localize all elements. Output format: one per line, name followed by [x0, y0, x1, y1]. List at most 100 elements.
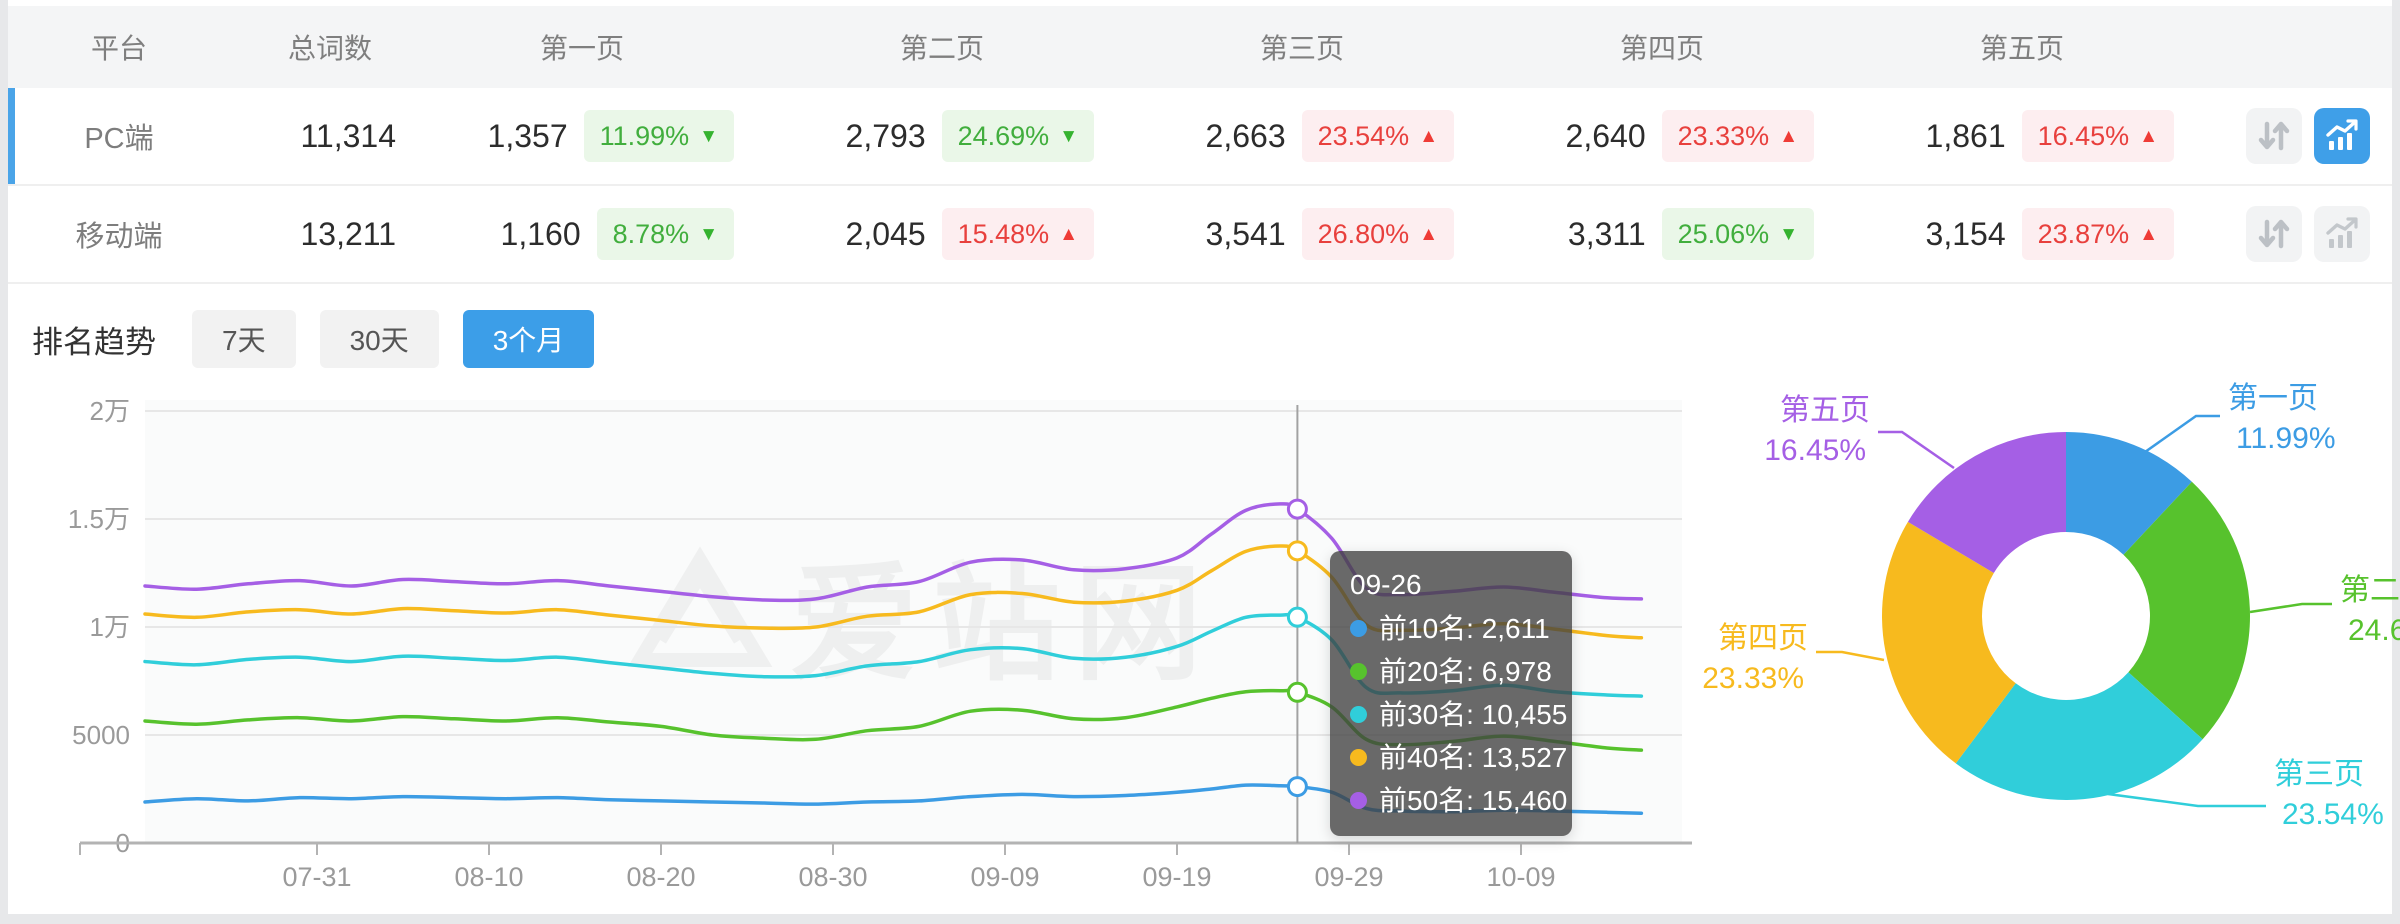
change-pct: 23.87% — [2037, 218, 2130, 249]
svg-text:10-09: 10-09 — [1486, 862, 1555, 892]
table-row-pc[interactable]: PC端 11,314 1,357 11.99% ▼ 2,793 24.69% ▼ 2… — [8, 88, 2392, 186]
change-badge: 11.99% ▼ — [583, 110, 734, 162]
change-badge: 16.45% ▲ — [2021, 110, 2174, 162]
tooltip-text: 前40名: 13,527 — [1379, 742, 1568, 773]
svg-text:2万: 2万 — [90, 396, 130, 426]
page3-cell: 2,663 23.54% ▲ — [1150, 110, 1510, 162]
trend-arrow-icon: ▼ — [1059, 125, 1078, 147]
trend-arrow-icon: ▼ — [699, 125, 718, 147]
page1-cell: 1,357 11.99% ▼ — [430, 110, 790, 162]
page5-value: 1,861 — [1925, 117, 2006, 154]
change-pct: 23.33% — [1677, 120, 1770, 151]
change-pct: 24.69% — [957, 120, 1050, 151]
page2-cell: 2,793 24.69% ▼ — [790, 110, 1150, 162]
svg-text:08-20: 08-20 — [626, 862, 695, 892]
range-button-3m[interactable]: 3个月 — [462, 310, 595, 368]
trend-arrow-icon: ▲ — [1779, 125, 1798, 147]
series-dot-icon — [1350, 663, 1367, 680]
col-header-page2: 第二页 — [899, 33, 984, 64]
tooltip-item: 前30名: 10,455 — [1350, 693, 1567, 736]
series-dot-icon — [1350, 620, 1367, 637]
trend-arrow-icon: ▲ — [1419, 125, 1438, 147]
change-pct: 25.06% — [1677, 218, 1770, 249]
trend-chart-icon — [2326, 119, 2358, 150]
trend-arrow-icon: ▼ — [699, 223, 718, 245]
series-dot-icon — [1350, 792, 1367, 809]
donut-label: 第一页 — [2228, 382, 2318, 415]
change-badge: 25.06% ▼ — [1661, 208, 1814, 260]
col-header-page1: 第一页 — [539, 33, 624, 64]
page3-value: 2,663 — [1205, 117, 1286, 154]
range-button-7d[interactable]: 7天 — [192, 310, 296, 368]
donut-label: 第四页 — [1718, 622, 1808, 655]
page4-cell: 2,640 23.33% ▲ — [1510, 110, 1870, 162]
page2-cell: 2,045 15.48% ▲ — [790, 208, 1150, 260]
svg-text:09-29: 09-29 — [1314, 862, 1383, 892]
svg-text:08-30: 08-30 — [798, 862, 867, 892]
sort-button[interactable] — [2246, 108, 2302, 164]
table-row-mobile[interactable]: 移动端 13,211 1,160 8.78% ▼ 2,045 15.48% ▲ 3,… — [8, 186, 2392, 284]
trend-chart-icon — [2326, 217, 2358, 248]
change-badge: 26.80% ▲ — [1301, 208, 1454, 260]
tooltip-date: 09-26 — [1350, 569, 1422, 600]
change-badge: 24.69% ▼ — [941, 110, 1094, 162]
range-button-30d[interactable]: 30天 — [319, 310, 439, 368]
trend-chart-button[interactable] — [2314, 108, 2370, 164]
donut-label-pct: 24.69% — [2348, 614, 2400, 647]
tooltip-item: 前10名: 2,611 — [1350, 607, 1552, 650]
svg-text:爱站网: 爱站网 — [790, 553, 1216, 696]
col-header-page4: 第四页 — [1619, 33, 1704, 64]
svg-text:08-10: 08-10 — [454, 862, 523, 892]
tooltip-text: 前30名: 10,455 — [1379, 699, 1568, 730]
page4-value: 2,640 — [1565, 117, 1646, 154]
donut-label: 第二页 — [2340, 574, 2400, 607]
change-badge: 8.78% ▼ — [596, 208, 734, 260]
svg-text:07-31: 07-31 — [282, 862, 351, 892]
charts-canvas[interactable]: 爱站网050001万1.5万2万07-3108-1008-2008-3009-0… — [0, 380, 2400, 924]
table-header-row: 平台 总词数 第一页 第二页 第三页 第四页 第五页 — [8, 6, 2392, 88]
page4-value: 3,311 — [1567, 215, 1646, 252]
col-header-platform: 平台 — [90, 33, 147, 64]
change-badge: 23.87% ▲ — [2021, 208, 2174, 260]
row-actions — [2230, 108, 2392, 164]
chart-tooltip: 09-26 前10名: 2,611 前20名: 6,978 前30名: 10,4… — [1330, 551, 1572, 836]
donut-label-pct: 11.99% — [2236, 422, 2336, 455]
donut-label: 第三页 — [2274, 758, 2364, 791]
donut-slice — [2123, 481, 2250, 740]
page3-value: 3,541 — [1205, 215, 1286, 252]
page3-cell: 3,541 26.80% ▲ — [1150, 208, 1510, 260]
change-pct: 26.80% — [1317, 218, 1410, 249]
total-words-value: 13,211 — [300, 215, 397, 252]
sort-updown-icon — [2258, 121, 2290, 151]
page5-cell: 1,861 16.45% ▲ — [1870, 110, 2230, 162]
tooltip-text: 前50名: 15,460 — [1379, 785, 1568, 816]
page1-value: 1,357 — [487, 117, 568, 154]
series-dot-icon — [1350, 706, 1367, 723]
trend-arrow-icon: ▲ — [1419, 223, 1438, 245]
page5-cell: 3,154 23.87% ▲ — [1870, 208, 2230, 260]
tooltip-item: 前40名: 13,527 — [1350, 736, 1567, 779]
trend-arrow-icon: ▲ — [2139, 223, 2158, 245]
trend-chart-button[interactable] — [2314, 206, 2370, 262]
col-header-page3: 第三页 — [1259, 33, 1344, 64]
col-header-page5: 第五页 — [1979, 33, 2064, 64]
svg-text:5000: 5000 — [72, 720, 130, 750]
change-pct: 8.78% — [612, 218, 690, 249]
svg-text:1.5万: 1.5万 — [68, 504, 130, 534]
col-header-total-words: 总词数 — [287, 33, 372, 64]
trend-arrow-icon: ▼ — [1779, 223, 1798, 245]
change-pct: 16.45% — [2037, 120, 2130, 151]
donut-label-pct: 23.54% — [2282, 798, 2384, 831]
page5-value: 3,154 — [1925, 215, 2006, 252]
row-actions — [2230, 206, 2392, 262]
sort-button[interactable] — [2246, 206, 2302, 262]
trend-arrow-icon: ▲ — [1059, 223, 1078, 245]
page2-value: 2,045 — [845, 215, 926, 252]
tooltip-item: 前50名: 15,460 — [1350, 779, 1567, 822]
page4-cell: 3,311 25.06% ▼ — [1510, 208, 1870, 260]
change-badge: 23.54% ▲ — [1301, 110, 1454, 162]
platform-label: 移动端 — [75, 221, 163, 253]
tooltip-item: 前20名: 6,978 — [1350, 650, 1552, 693]
donut-slice — [1955, 672, 2203, 800]
page2-value: 2,793 — [845, 117, 926, 154]
